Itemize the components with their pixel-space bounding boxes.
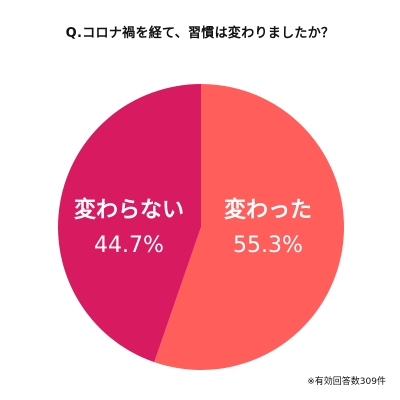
slice-value-changed: 55.3% — [233, 233, 303, 258]
response-count-note: ※有効回答数309件 — [307, 377, 386, 387]
chart-title: Q.コロナ禍を経て、習慣は変わりましたか？ — [65, 26, 335, 41]
pie-slices — [58, 84, 345, 371]
slice-label-unchanged: 変わらない — [74, 197, 184, 223]
slice-label-changed: 変わった — [224, 197, 312, 223]
pie-slice-changed — [154, 84, 345, 371]
pie-slice-unchanged — [58, 84, 202, 363]
slice-value-unchanged: 44.7% — [94, 233, 164, 258]
